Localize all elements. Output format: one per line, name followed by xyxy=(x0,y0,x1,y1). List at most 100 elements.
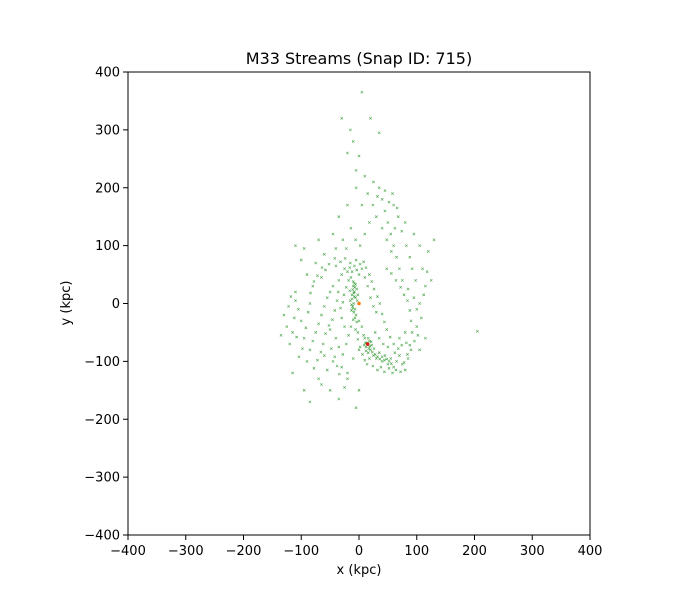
data-point xyxy=(322,354,326,358)
x-tick-label: −300 xyxy=(168,544,204,559)
data-point xyxy=(314,331,318,334)
data-point xyxy=(340,273,344,276)
data-point xyxy=(308,400,312,404)
data-point xyxy=(350,303,353,307)
data-point xyxy=(341,300,345,304)
data-point xyxy=(377,351,381,355)
data-point xyxy=(355,320,359,324)
data-point xyxy=(380,359,384,363)
data-point xyxy=(309,291,312,295)
data-point xyxy=(305,359,309,363)
data-point xyxy=(372,354,375,358)
data-point xyxy=(346,377,349,381)
data-point xyxy=(314,261,318,265)
data-point xyxy=(380,312,384,316)
data-point xyxy=(362,343,366,347)
data-point xyxy=(349,276,353,279)
data-point xyxy=(369,348,372,352)
y-tick-label: 0 xyxy=(112,297,120,312)
data-point xyxy=(367,347,371,351)
data-point xyxy=(351,288,355,292)
data-point xyxy=(337,215,341,219)
chart-title: M33 Streams (Snap ID: 715) xyxy=(246,49,472,68)
data-point xyxy=(380,197,384,201)
data-point xyxy=(334,247,338,250)
data-point xyxy=(404,244,408,248)
data-point xyxy=(312,366,316,370)
data-point xyxy=(385,267,389,271)
data-point xyxy=(316,358,319,362)
data-point xyxy=(352,302,356,305)
data-point xyxy=(356,331,360,334)
data-point xyxy=(374,357,378,360)
data-point xyxy=(402,293,406,297)
data-point xyxy=(475,329,479,333)
data-point xyxy=(339,260,342,264)
data-point xyxy=(292,316,296,320)
data-point xyxy=(351,280,355,283)
data-point xyxy=(377,131,381,135)
data-point xyxy=(363,358,367,362)
data-point xyxy=(279,333,283,337)
data-point xyxy=(337,397,341,401)
data-point xyxy=(341,238,345,242)
data-point xyxy=(369,340,373,344)
data-point xyxy=(403,331,407,334)
data-point xyxy=(367,273,371,276)
data-point xyxy=(294,290,297,294)
data-point xyxy=(365,362,369,366)
data-point xyxy=(360,267,364,271)
data-point xyxy=(367,221,371,224)
data-point xyxy=(354,186,358,190)
data-point xyxy=(351,284,355,288)
data-point xyxy=(350,309,353,312)
data-point xyxy=(294,299,297,303)
data-point xyxy=(320,266,324,270)
data-point xyxy=(350,297,354,301)
data-point xyxy=(354,238,357,242)
x-axis: −400 −300 −200 −100 0 100 200 300 400 xyxy=(110,535,602,559)
data-point xyxy=(343,386,346,389)
data-point xyxy=(376,195,379,198)
data-point xyxy=(349,325,353,329)
data-point xyxy=(394,368,398,372)
y-tick-label: 400 xyxy=(95,66,120,81)
data-point xyxy=(372,304,375,308)
data-point xyxy=(372,287,376,291)
data-point xyxy=(327,324,331,327)
data-point xyxy=(353,307,357,311)
data-point xyxy=(296,307,300,311)
data-point xyxy=(333,355,337,359)
x-tick-label: −200 xyxy=(226,544,262,559)
data-point xyxy=(413,339,416,343)
y-tick-label: 200 xyxy=(95,181,120,196)
data-point xyxy=(346,371,349,375)
data-point xyxy=(353,285,357,289)
data-point xyxy=(363,276,367,279)
data-point xyxy=(366,336,370,340)
data-point xyxy=(393,226,397,230)
data-point xyxy=(389,271,393,275)
data-point xyxy=(412,232,416,236)
data-point xyxy=(346,203,349,207)
data-point xyxy=(403,221,407,224)
data-point xyxy=(333,309,337,312)
data-point xyxy=(356,337,360,341)
data-point xyxy=(376,368,379,372)
x-tick-label: 400 xyxy=(578,544,603,559)
data-point xyxy=(376,355,379,359)
data-point xyxy=(319,350,323,354)
data-point xyxy=(355,299,359,303)
data-point xyxy=(408,343,412,347)
data-point xyxy=(389,357,393,360)
data-point xyxy=(371,364,375,368)
y-tick-label: −100 xyxy=(84,355,120,370)
data-point xyxy=(348,266,352,270)
data-point xyxy=(404,341,408,345)
data-point xyxy=(374,215,378,219)
data-point xyxy=(395,359,398,363)
data-point xyxy=(344,342,348,346)
data-point xyxy=(380,226,384,230)
